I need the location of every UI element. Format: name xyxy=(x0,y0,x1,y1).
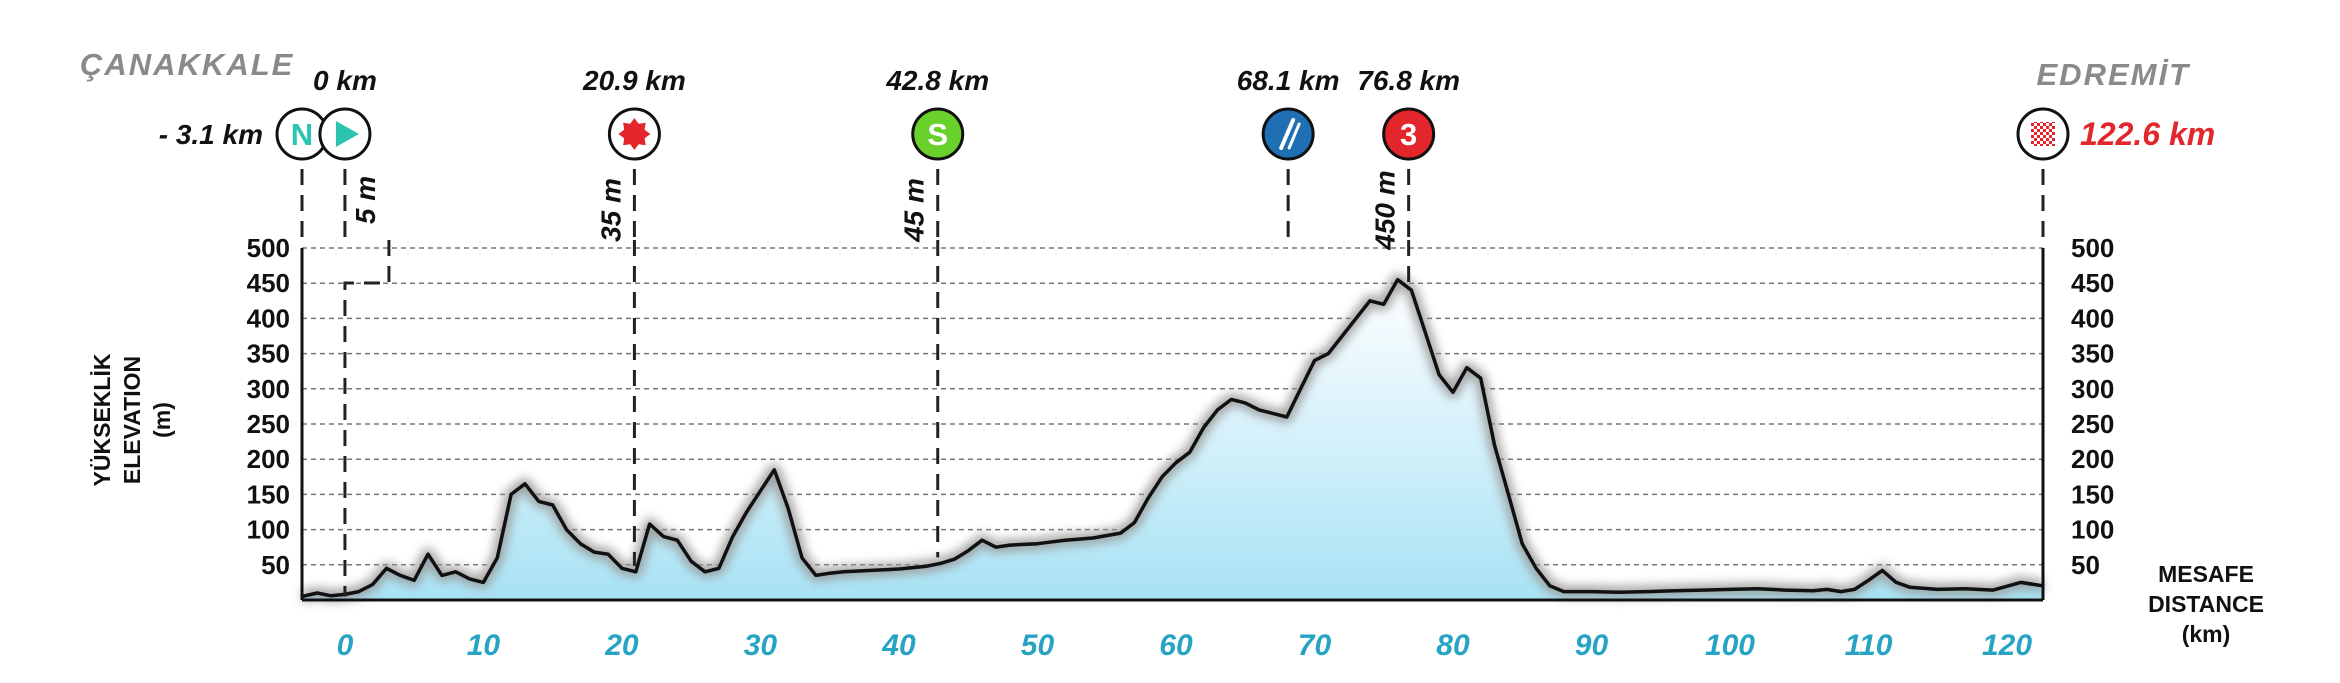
sprint-starburst-icon xyxy=(618,118,651,150)
x-axis-label-line: MESAFE xyxy=(2158,561,2254,587)
elevation-area xyxy=(302,279,2043,600)
x-tick-label: 30 xyxy=(744,629,778,662)
marker-climb-icon: 3 xyxy=(1382,107,1436,161)
marker-circle xyxy=(911,107,965,161)
y-tick-label-left: 500 xyxy=(247,233,290,263)
marker-symbol: N xyxy=(291,117,313,152)
marker-distance-label: 0 km xyxy=(313,65,377,96)
x-tick-label: 110 xyxy=(1845,629,1893,662)
y-tick-label-right: 500 xyxy=(2071,233,2114,263)
y-axis-label-line: ELEVATION xyxy=(119,356,145,484)
marker-distance-label: 20.9 km xyxy=(582,65,686,96)
x-tick-label: 10 xyxy=(467,629,501,662)
play-icon xyxy=(335,121,359,147)
marker-sprint-s-icon: S xyxy=(911,107,965,161)
marker-distance-label: 68.1 km xyxy=(1237,65,1340,96)
y-tick-label-right: 50 xyxy=(2071,550,2100,580)
x-axis-label-line: DISTANCE xyxy=(2148,591,2264,617)
y-axis-label-line: YÜKSEKLİK xyxy=(89,353,115,486)
marker-distance-label: 76.8 km xyxy=(1357,65,1460,96)
y-tick-label-right: 350 xyxy=(2071,339,2114,369)
marker-distance-label: - 3.1 km xyxy=(159,119,263,150)
marker-circle xyxy=(1382,107,1436,161)
elevation-note-label: 450 m xyxy=(1370,170,1401,250)
knife-icon xyxy=(1287,122,1301,150)
y-tick-label-left: 100 xyxy=(247,515,290,545)
marker-distance-label: 42.8 km xyxy=(885,65,989,96)
x-tick-label: 70 xyxy=(1298,629,1332,662)
x-tick-label: 90 xyxy=(1575,629,1609,662)
marker-start-icon xyxy=(318,107,372,161)
elevation-note-label: 35 m xyxy=(595,178,626,242)
elevation-note-label: 5 m xyxy=(350,176,381,224)
marker-symbol: S xyxy=(927,117,948,152)
y-tick-label-left: 250 xyxy=(247,409,290,439)
y-tick-label-left: 300 xyxy=(247,374,290,404)
marker-finish-icon xyxy=(2016,107,2070,161)
y-tick-label-left: 50 xyxy=(261,550,290,580)
x-tick-label: 60 xyxy=(1159,629,1193,662)
finish-distance-label: 122.6 km xyxy=(2080,116,2215,152)
marker-symbol: 3 xyxy=(1400,117,1417,152)
y-tick-label-left: 200 xyxy=(247,444,290,474)
x-tick-label: 100 xyxy=(1705,629,1755,662)
y-tick-label-right: 400 xyxy=(2071,303,2114,333)
elevation-line xyxy=(301,277,2044,599)
y-tick-label-right: 150 xyxy=(2071,479,2114,509)
y-tick-label-right: 450 xyxy=(2071,268,2114,298)
finish-city-label: EDREMİT xyxy=(2037,57,2192,92)
x-tick-label: 40 xyxy=(881,629,916,662)
x-axis-label-line: (km) xyxy=(2182,621,2231,647)
y-tick-label-left: 150 xyxy=(247,479,290,509)
x-tick-label: 120 xyxy=(1982,629,2032,662)
marker-feed-icon xyxy=(1261,107,1315,161)
y-tick-label-right: 250 xyxy=(2071,409,2114,439)
x-tick-label: 50 xyxy=(1021,629,1055,662)
start-leader-line xyxy=(343,240,391,597)
x-tick-label: 80 xyxy=(1436,629,1470,662)
x-tick-label: 20 xyxy=(604,629,639,662)
start-city-label: ÇANAKKALE xyxy=(80,47,294,82)
y-axis-label-line: (m) xyxy=(149,402,175,438)
fork-icon xyxy=(1279,118,1296,150)
x-tick-label: 0 xyxy=(337,629,354,662)
checkered-flag-icon xyxy=(2031,122,2055,146)
y-tick-label-left: 350 xyxy=(247,339,290,369)
y-tick-label-right: 300 xyxy=(2071,374,2114,404)
y-tick-label-left: 400 xyxy=(247,303,290,333)
marker-sprint-icon xyxy=(607,107,661,161)
y-tick-label-right: 100 xyxy=(2071,515,2114,545)
y-tick-label-right: 200 xyxy=(2071,444,2114,474)
y-tick-label-left: 450 xyxy=(247,268,290,298)
elevation-note-label: 45 m xyxy=(899,178,930,243)
